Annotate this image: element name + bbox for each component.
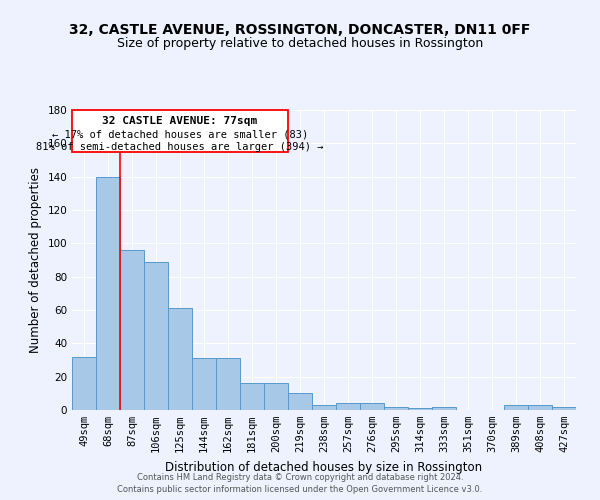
Text: Contains HM Land Registry data © Crown copyright and database right 2024.: Contains HM Land Registry data © Crown c… [137, 472, 463, 482]
Bar [312, 405, 336, 410]
Bar [240, 384, 264, 410]
Text: 32, CASTLE AVENUE, ROSSINGTON, DONCASTER, DN11 0FF: 32, CASTLE AVENUE, ROSSINGTON, DONCASTER… [70, 22, 530, 36]
Bar [336, 404, 360, 410]
Text: Contains public sector information licensed under the Open Government Licence v3: Contains public sector information licen… [118, 485, 482, 494]
Bar [552, 406, 576, 410]
Bar [432, 406, 456, 410]
Text: 32 CASTLE AVENUE: 77sqm: 32 CASTLE AVENUE: 77sqm [103, 116, 257, 126]
Text: ← 17% of detached houses are smaller (83): ← 17% of detached houses are smaller (83… [52, 129, 308, 139]
Y-axis label: Number of detached properties: Number of detached properties [29, 167, 42, 353]
Bar [504, 405, 528, 410]
Bar [120, 250, 144, 410]
Bar [72, 356, 96, 410]
Bar [288, 394, 312, 410]
Bar [96, 176, 120, 410]
Bar [168, 308, 192, 410]
Bar [144, 262, 168, 410]
Bar [528, 405, 552, 410]
Bar [264, 384, 288, 410]
Bar [360, 404, 384, 410]
Bar [192, 358, 216, 410]
Text: 81% of semi-detached houses are larger (394) →: 81% of semi-detached houses are larger (… [36, 142, 324, 152]
Bar [384, 406, 408, 410]
Text: Size of property relative to detached houses in Rossington: Size of property relative to detached ho… [117, 38, 483, 51]
Bar [408, 408, 432, 410]
X-axis label: Distribution of detached houses by size in Rossington: Distribution of detached houses by size … [166, 460, 482, 473]
Bar [216, 358, 240, 410]
